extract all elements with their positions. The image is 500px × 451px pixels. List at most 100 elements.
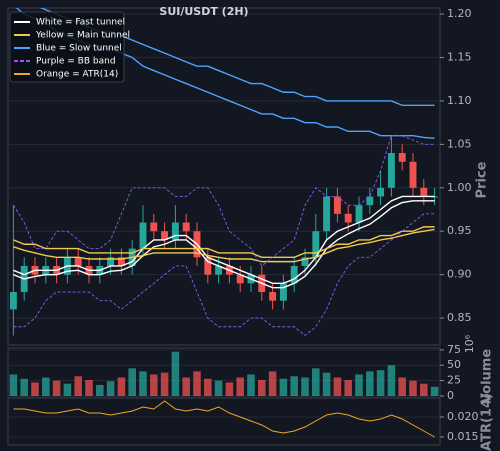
y-tick-label: 0.015	[447, 430, 479, 443]
volume-bar	[247, 374, 255, 396]
volume-bar	[258, 380, 266, 396]
volume-bar	[409, 380, 417, 396]
candle-body	[161, 231, 169, 240]
volume-bar	[20, 378, 28, 396]
legend-label: Orange = ATR(14)	[36, 70, 118, 80]
overlay-line	[13, 195, 435, 285]
y-tick-label: 0.90	[447, 268, 472, 281]
candle-body	[107, 257, 115, 266]
legend-label: Blue = Slow tunnel	[36, 44, 122, 54]
volume-bar	[204, 378, 212, 396]
atr-panel	[7, 397, 441, 446]
overlay-line	[13, 135, 435, 267]
volume-bar	[355, 374, 363, 396]
candle-body	[301, 257, 309, 266]
candle-body	[215, 265, 223, 275]
y-tick-label: 1.20	[447, 7, 472, 20]
candle-body	[117, 257, 125, 266]
volume-offset: 10⁶	[463, 334, 476, 353]
volume-bar	[106, 381, 115, 396]
volume-bar	[398, 377, 406, 396]
volume-bar	[160, 372, 169, 396]
overlay-line	[13, 228, 435, 263]
legend-label: Purple = BB band	[36, 57, 116, 67]
candle-body	[333, 196, 341, 214]
volume-plot	[8, 349, 440, 397]
candle-body	[279, 283, 287, 301]
y-tick-label: 1.00	[447, 181, 472, 194]
y-axis-label: Price	[475, 161, 490, 198]
legend: White = Fast tunnel Yellow = Main tunnel B…	[9, 11, 130, 83]
price-plot	[8, 8, 440, 337]
volume-bar	[290, 376, 298, 396]
volume-bar	[74, 376, 82, 396]
candle-body	[312, 231, 320, 258]
y-tick-label: 1.15	[447, 51, 472, 64]
candle-body	[387, 153, 395, 188]
chart-title: SUI/USDT (2H)	[159, 5, 248, 18]
volume-bar	[193, 371, 201, 396]
volume-bar	[268, 371, 277, 396]
y-tick-label: 1.10	[447, 94, 472, 107]
volume-bar	[333, 377, 342, 396]
overlay-line	[13, 213, 435, 337]
volume-bar	[139, 371, 147, 396]
candle-body	[290, 265, 298, 284]
volume-bar	[171, 351, 180, 396]
candle-body	[139, 222, 147, 249]
volume-bar	[301, 377, 309, 396]
overlay-line	[13, 226, 435, 258]
volume-bar	[42, 377, 50, 396]
candle-body	[204, 257, 212, 275]
candle-body	[9, 292, 17, 310]
volume-bar	[85, 380, 93, 396]
candle-body	[398, 153, 406, 162]
volume-bar	[9, 374, 18, 396]
candle-body	[355, 205, 363, 223]
y-tick-label: 0.020	[447, 410, 479, 423]
volume-bar	[279, 378, 288, 396]
volume-bar	[117, 377, 126, 396]
candle-body	[182, 222, 190, 232]
volume-bar	[312, 368, 320, 396]
candle-body	[377, 187, 385, 197]
atr-axis-label: ATR(14)	[480, 393, 495, 451]
volume-axis-label: Volume	[480, 349, 495, 404]
legend-label: Yellow = Main tunnel	[35, 31, 130, 41]
y-tick-label: 0.85	[447, 311, 472, 324]
candle-body	[344, 213, 352, 223]
candle-body	[366, 196, 374, 206]
y-tick-label: 75	[447, 343, 461, 356]
candle-body	[74, 257, 82, 266]
volume-bar	[182, 377, 190, 396]
candle-body	[323, 196, 331, 232]
volume-bar	[420, 383, 428, 396]
atr-plot	[8, 400, 440, 438]
volume-bar	[96, 384, 104, 396]
candle-body	[236, 274, 244, 284]
volume-bar	[236, 377, 244, 396]
volume-bar	[344, 380, 352, 396]
candle-body	[269, 292, 277, 301]
volume-bar	[376, 370, 385, 396]
y-tick-label: 1.05	[447, 137, 472, 150]
legend-box	[9, 11, 125, 83]
candle-body	[171, 222, 179, 240]
candle-body	[409, 161, 417, 188]
volume-bar	[128, 368, 136, 396]
volume-bar	[366, 371, 374, 396]
volume-bar	[214, 380, 223, 396]
volume-bar	[150, 374, 158, 396]
y-tick-label: 0.95	[447, 224, 472, 237]
legend-label: White = Fast tunnel	[36, 18, 125, 28]
volume-bar	[63, 383, 72, 396]
volume-bar	[387, 365, 396, 396]
volume-bar	[31, 382, 39, 396]
volume-bar	[322, 372, 331, 396]
candle-body	[420, 187, 428, 197]
volume-bar	[52, 380, 61, 396]
y-tick-label: 0	[447, 389, 454, 402]
overlay-line	[13, 200, 435, 289]
candle-body	[150, 222, 158, 232]
